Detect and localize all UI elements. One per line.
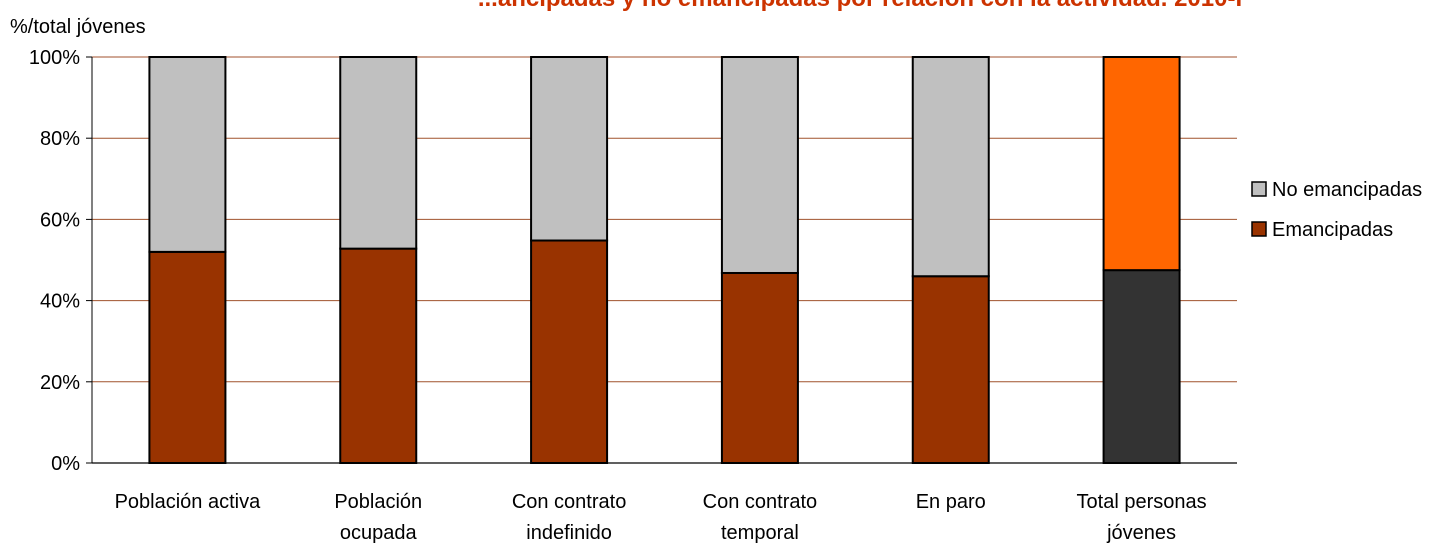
- legend: No emancipadas Emancipadas: [1251, 179, 1422, 241]
- gridlines: [86, 56, 1237, 464]
- legend-label: No emancipadas: [1272, 179, 1422, 201]
- x-tick-label: Con contrato temporal: [703, 491, 818, 544]
- y-axis-ticks: 0% 20% 40% 60% 80% 100%: [29, 47, 80, 475]
- legend-swatch: [1251, 181, 1267, 197]
- x-tick-label: Población activa: [115, 491, 262, 513]
- bar-segment-emancipadas: [148, 250, 227, 464]
- bar-segment-no-emancipadas: [148, 56, 227, 253]
- y-tick-label: 0%: [51, 453, 80, 475]
- legend-swatch: [1251, 221, 1267, 237]
- x-tick-label: Población ocupada: [334, 491, 422, 544]
- y-tick-label: 100%: [29, 47, 80, 69]
- x-tick-label: Con contrato indefinido: [512, 491, 627, 544]
- bar-segment-emancipadas: [1102, 269, 1181, 464]
- bar-segment-emancipadas: [530, 239, 609, 464]
- x-axis-labels: Población activa Población ocupada Con cont…: [115, 491, 1207, 544]
- y-tick-label: 60%: [40, 209, 80, 231]
- legend-label: Emancipadas: [1272, 219, 1393, 241]
- bars: [148, 56, 1181, 464]
- bar-segment-no-emancipadas: [911, 56, 990, 278]
- y-tick-label: 20%: [40, 372, 80, 394]
- bar-segment-no-emancipadas: [530, 56, 609, 242]
- bar-segment-no-emancipadas: [720, 56, 799, 274]
- bar-segment-emancipadas: [911, 275, 990, 464]
- bar-segment-emancipadas: [720, 271, 799, 464]
- x-tick-label: Total personas jóvenes: [1077, 491, 1207, 544]
- y-tick-label: 80%: [40, 128, 80, 150]
- bar-segment-no-emancipadas: [1102, 56, 1181, 272]
- chart-title: ...ancipadas y no emancipadas por relaci…: [478, 0, 1242, 12]
- y-axis-label: %/total jóvenes: [10, 16, 146, 38]
- y-tick-label: 40%: [40, 291, 80, 313]
- bar-segment-no-emancipadas: [339, 56, 418, 250]
- bar-segment-emancipadas: [339, 247, 418, 464]
- x-tick-label: En paro: [916, 491, 986, 513]
